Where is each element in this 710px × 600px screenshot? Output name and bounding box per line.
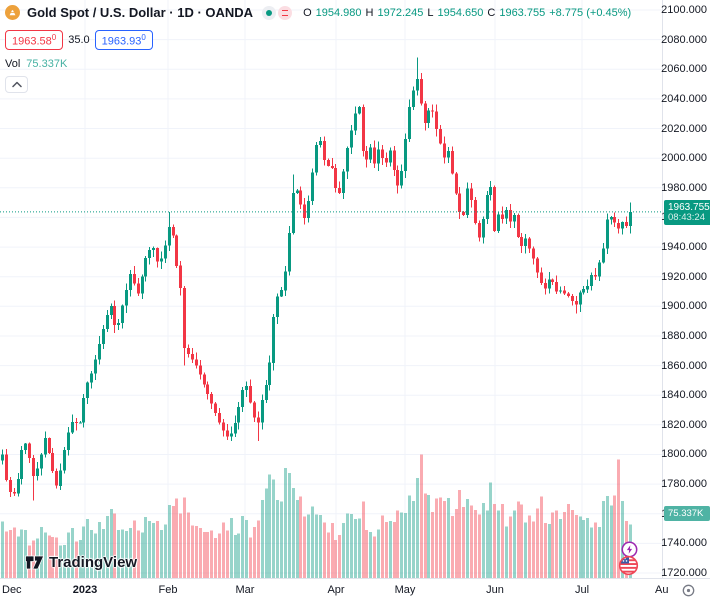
price-tick-label: 1780.000	[661, 478, 707, 490]
time-tick-label: May	[394, 584, 416, 596]
price-tick-label: 2020.000	[661, 123, 707, 135]
tradingview-logo[interactable]: TradingView	[25, 553, 137, 572]
low-value: 1954.650	[437, 6, 484, 19]
price-axis[interactable]: 2100.000 2080.000 2060.000 2040.000 2020.000…	[661, 0, 710, 579]
high-label: H	[365, 6, 374, 19]
price-tick-label: 2040.000	[661, 93, 707, 105]
price-tick-label: 1720.000	[661, 567, 707, 579]
sell-button[interactable]: 1963.580	[5, 30, 64, 50]
price-tick-label: 1860.000	[661, 360, 707, 372]
bar-countdown: 08:43:24	[668, 212, 705, 223]
chevron-up-icon	[11, 81, 22, 87]
chart-canvas[interactable]	[0, 0, 662, 578]
price-tick-label: 1800.000	[661, 448, 707, 460]
price-tick-label: 1880.000	[661, 330, 707, 342]
volume-study-label: Vol	[5, 57, 21, 70]
ohlc-values: O 1954.980 H 1972.245 L 1954.650 C 1963.755 …	[303, 7, 631, 19]
volume-study-value: 75.337K	[26, 57, 68, 70]
last-price-value: 1963.755	[668, 202, 710, 213]
last-price-label: 1963.755 08:43:24	[664, 200, 710, 225]
volume-bars	[1, 454, 632, 578]
open-label: O	[303, 6, 312, 19]
tradingview-logo-text: TradingView	[49, 554, 138, 571]
time-tick-label: Apr	[327, 584, 345, 596]
close-label: C	[487, 6, 496, 19]
us-holiday-event-icon[interactable]	[618, 555, 639, 576]
gold-symbol-icon	[5, 5, 20, 20]
time-tick-label: Dec	[2, 584, 22, 596]
open-value: 1954.980	[315, 6, 362, 19]
chart-legend: Gold Spot / U.S. Dollar · 1D · OANDA O 19…	[5, 4, 631, 93]
candles	[1, 57, 632, 501]
price-tick-label: 1940.000	[661, 241, 707, 253]
time-tick-label: Jun	[486, 584, 504, 596]
high-value: 1972.245	[377, 6, 424, 19]
volume-axis-label: 75.337K	[664, 506, 710, 521]
price-tick-label: 1920.000	[661, 271, 707, 283]
time-axis-settings-icon[interactable]	[681, 583, 696, 598]
time-axis[interactable]: Dec 2023 Feb Mar Apr May Jun Jul Au	[0, 578, 710, 600]
price-tick-label: 1900.000	[661, 300, 707, 312]
price-tick-label: 1840.000	[661, 389, 707, 401]
buy-button[interactable]: 1963.930	[94, 30, 153, 50]
market-status-icon[interactable]	[262, 5, 277, 20]
time-tick-label: Jul	[574, 584, 590, 596]
time-tick-label: Au	[655, 584, 669, 596]
price-tick-label: 2100.000	[661, 4, 707, 16]
price-tick-label: 1980.000	[661, 182, 707, 194]
time-tick-label: Feb	[158, 584, 178, 596]
price-tick-label: 1820.000	[661, 419, 707, 431]
price-tick-label: 2080.000	[661, 34, 707, 46]
low-label: L	[427, 6, 434, 19]
close-value: 1963.755	[499, 6, 546, 19]
collapse-legend-button[interactable]	[5, 75, 28, 93]
price-tick-label: 2000.000	[661, 152, 707, 164]
time-tick-label: Mar	[235, 584, 255, 596]
time-tick-label: 2023	[72, 584, 98, 596]
holiday-flag-icon[interactable]	[278, 5, 293, 20]
price-tick-label: 2060.000	[661, 63, 707, 75]
change-value: +8.775 (+0.45%)	[549, 6, 632, 19]
symbol-title[interactable]: Gold Spot / U.S. Dollar · 1D · OANDA	[27, 5, 254, 20]
spread-value: 35.0	[68, 33, 90, 46]
tradingview-logo-icon	[25, 555, 44, 570]
price-tick-label: 1740.000	[661, 537, 707, 549]
